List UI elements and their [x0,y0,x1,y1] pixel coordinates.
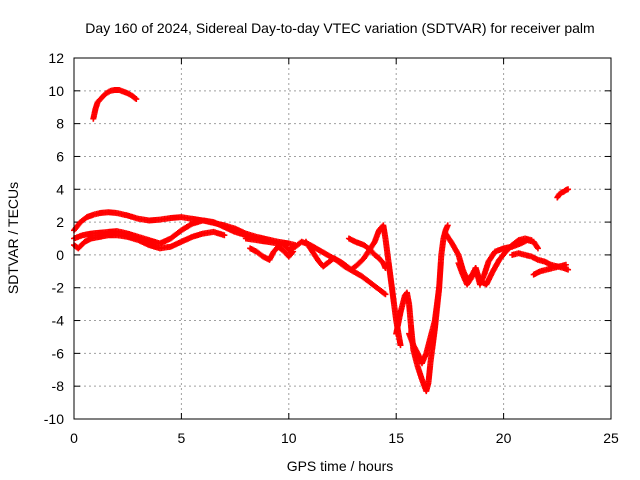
y-tick-label: 6 [56,148,64,164]
y-tick-label: -6 [52,345,65,361]
data-points [71,86,572,395]
data-point [397,342,404,349]
y-tick-label: -4 [52,313,65,329]
x-tick-label: 0 [70,430,78,446]
data-point [565,186,572,193]
x-tick-label: 10 [281,430,297,446]
y-tick-label: 2 [56,214,64,230]
x-tick-label: 20 [496,430,512,446]
series-arc-M [455,235,535,288]
y-tick-label: 8 [56,116,64,132]
y-tick-label: -2 [52,280,65,296]
x-tick-label: 15 [388,430,404,446]
series-arc-J [393,222,451,395]
data-point [133,96,140,103]
y-tick-label: -10 [44,411,64,427]
series-arc-E [71,228,228,252]
y-tick-label: -8 [52,378,65,394]
data-point [290,248,297,255]
data-point [565,266,572,273]
x-tick-label: 25 [603,430,619,446]
y-tick-label: 12 [48,50,64,66]
tick-labels: 0 5 10 15 20 25 -10 -8 -6 -4 -2 0 2 4 6 8 10 12 [44,50,619,446]
data-point [381,290,388,297]
plot-frame [73,57,612,420]
y-tick-label: 4 [56,181,64,197]
y-axis-label: SDTVAR / TECUs [5,182,21,294]
data-point [534,245,541,252]
data-point [382,291,389,298]
data-point [436,284,443,291]
x-tick-label: 5 [178,430,186,446]
series-arc-H [302,222,404,349]
data-point [132,95,139,102]
series-arc-O [530,261,569,278]
plot-grid [74,58,611,419]
series-arc-I [345,235,389,272]
data-point [444,222,451,229]
series-arc-K [406,284,443,367]
data-point [528,237,535,244]
data-point [221,232,228,239]
data-point [562,261,569,268]
series-arc-A [90,86,140,122]
y-tick-label: 10 [48,83,64,99]
y-tick-label: 0 [56,247,64,263]
series-arc-G [247,243,297,263]
chart-title: Day 160 of 2024, Sidereal Day-to-day VTE… [85,20,594,36]
x-axis-label: GPS time / hours [287,458,394,474]
series-arc-B [554,186,572,201]
data-point [382,265,389,272]
